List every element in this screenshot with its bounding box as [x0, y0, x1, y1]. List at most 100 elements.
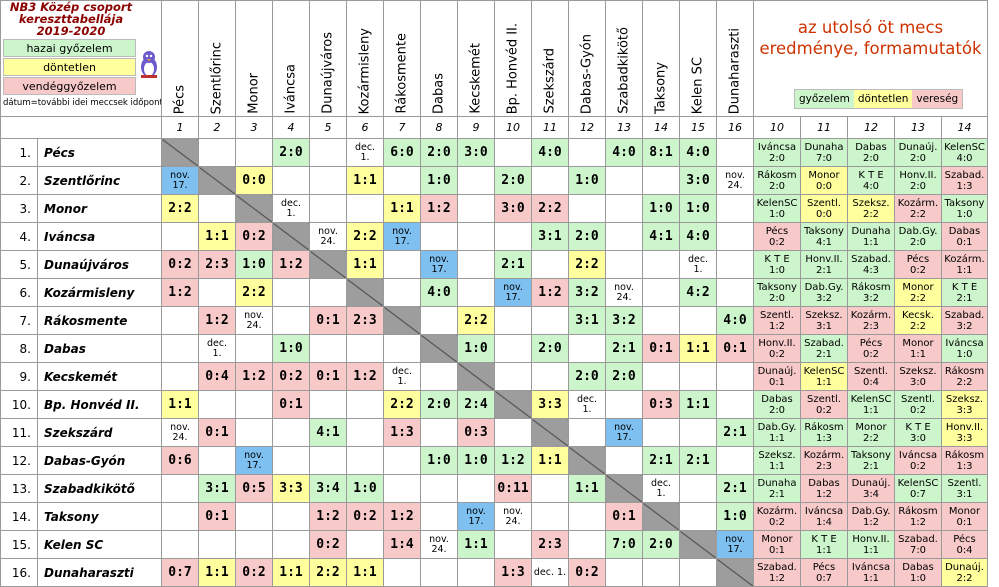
table-row: 12. Dabas-Gyón 0:6 nov. 17. 1:0 1:0 1:2 1:1 2:1 2:… [0, 446, 988, 475]
form-score: 1:2 [909, 516, 927, 528]
result-cell: 1:0 [457, 334, 495, 363]
table-row: 10. Bp. Honvéd II. 1:1 0:1 2:2 2:0 2:4 3:3 dec. 1… [0, 390, 988, 419]
empty-cell [605, 166, 643, 195]
empty-cell [679, 418, 717, 447]
empty-cell [309, 194, 347, 223]
form-cell: Dabas 1:2 [800, 474, 848, 503]
empty-cell [383, 474, 421, 503]
fixture-date-text: 24. [320, 235, 336, 247]
row-number: 14. [0, 502, 38, 531]
column-number: 2 [198, 116, 236, 139]
form-cell: Dab.Gy. 1:1 [753, 418, 801, 447]
empty-cell [494, 138, 532, 167]
form-cell: Monor 1:1 [894, 334, 942, 363]
form-opponent: KelenSC [803, 365, 845, 377]
fixture-date-cell: nov. 17. [420, 250, 458, 279]
form-cell: Dunaúj. 0:1 [753, 362, 801, 391]
empty-cell [383, 278, 421, 307]
column-number: 9 [457, 116, 495, 139]
form-cell: Dabas 2:0 [847, 138, 895, 167]
row-number: 16. [0, 558, 38, 587]
form-cell: Szentl. 0:4 [847, 362, 895, 391]
result-cell: 3:2 [605, 306, 643, 335]
form-opponent: K T E [858, 169, 884, 181]
column-number: 15 [679, 116, 717, 139]
result-cell: 4:0 [420, 278, 458, 307]
form-opponent: Honv.II. [899, 169, 937, 181]
result-cell: 2:1 [679, 446, 717, 475]
form-score: 4:3 [862, 264, 880, 276]
form-opponent: KelenSC [897, 477, 939, 489]
form-opponent: Kozárm. [850, 309, 892, 321]
result-cell: 2:2 [531, 194, 569, 223]
form-cell: Dab.Gy. 3:2 [800, 278, 848, 307]
fixture-date-cell: nov. 17. [235, 446, 273, 475]
result-cell: 2:0 [420, 138, 458, 167]
result-cell: 4:0 [679, 222, 717, 251]
form-cell: KelenSC 4:0 [941, 138, 988, 167]
form-cell: K T E 1:1 [800, 530, 848, 559]
empty-cell [161, 334, 199, 363]
empty-cell [420, 362, 458, 391]
table-row: 2. Szentlőrinc nov. 17. 0:0 1:1 1:0 2:0 1:0 3:0 no… [0, 166, 988, 195]
empty-cell [568, 138, 606, 167]
form-opponent: Pécs [812, 561, 836, 573]
form-cell: Monor 2:2 [894, 278, 942, 307]
form-cell: Szentl. 1:2 [753, 306, 801, 335]
form-opponent: Rákosm [804, 421, 844, 433]
form-cell: K T E 3:0 [894, 418, 942, 447]
empty-cell [309, 446, 347, 475]
form-score: 7:0 [815, 152, 833, 164]
diagonal-cell [716, 558, 754, 587]
result-cell: 1:1 [198, 558, 236, 587]
form-cell: Szabad. 2:1 [800, 334, 848, 363]
table-row: 13. Szabadkikötő 3:1 0:5 3:3 3:4 1:0 0:11 1:1 dec… [0, 474, 988, 503]
form-opponent: Dunaha [804, 141, 844, 153]
form-score: 2:2 [909, 292, 927, 304]
form-opponent: Dabas [902, 561, 934, 573]
empty-cell [568, 502, 606, 531]
result-cell: 3:0 [494, 194, 532, 223]
empty-cell [494, 418, 532, 447]
page-title: NB3 Közép csoport [9, 0, 133, 14]
table-row: 6. Kozármisleny 1:2 2:2 4:0 nov. 17. 1:2 3:2 nov.… [0, 278, 988, 307]
form-opponent: Iváncsa [898, 449, 938, 461]
column-team-name: Dabas [431, 73, 447, 114]
column-number: 5 [309, 116, 347, 139]
form-score: 7:0 [909, 544, 927, 556]
empty-cell [198, 194, 236, 223]
fixture-date-cell: dec. 1. [642, 474, 680, 503]
form-opponent: Dabas [808, 477, 840, 489]
empty-cell [457, 474, 495, 503]
empty-cell [235, 334, 273, 363]
result-cell: 3:2 [568, 278, 606, 307]
empty-cell [198, 138, 236, 167]
empty-cell [531, 306, 569, 335]
fixture-date-text: 17. [246, 459, 262, 471]
table-row: 14. Taksony 0:1 1:2 0:2 1:2 nov. 17. nov. 24. 0:1 1… [0, 502, 988, 531]
result-cell: 1:2 [494, 446, 532, 475]
empty-cell [568, 334, 606, 363]
result-cell: 3:3 [531, 390, 569, 419]
empty-cell [272, 530, 310, 559]
row-number: 11. [0, 418, 38, 447]
result-cell: 2:0 [605, 362, 643, 391]
diagonal-cell [679, 530, 717, 559]
table-row: 7. Rákosmente 1:2 nov. 24. 0:1 2:3 2:2 3:1 3:2 4:0… [0, 306, 988, 335]
round-number: 12 [847, 116, 895, 139]
form-score: 1:1 [862, 236, 880, 248]
empty-cell [383, 446, 421, 475]
empty-cell [716, 446, 754, 475]
form-opponent: Honv.II. [852, 533, 890, 545]
form-cell: KelenSC 1:0 [753, 194, 801, 223]
result-cell: 2:2 [568, 250, 606, 279]
result-cell: 2:1 [494, 250, 532, 279]
form-opponent: Szentl. [947, 477, 982, 489]
form-opponent: K T E [764, 253, 790, 265]
row-number: 6. [0, 278, 38, 307]
form-opponent: Kozárm. [756, 505, 798, 517]
empty-cell [161, 306, 199, 335]
column-team-name: Dunaharaszti [727, 27, 743, 114]
form-opponent: Rákosm [944, 449, 985, 461]
fixture-date-cell: dec. 1. [568, 390, 606, 419]
